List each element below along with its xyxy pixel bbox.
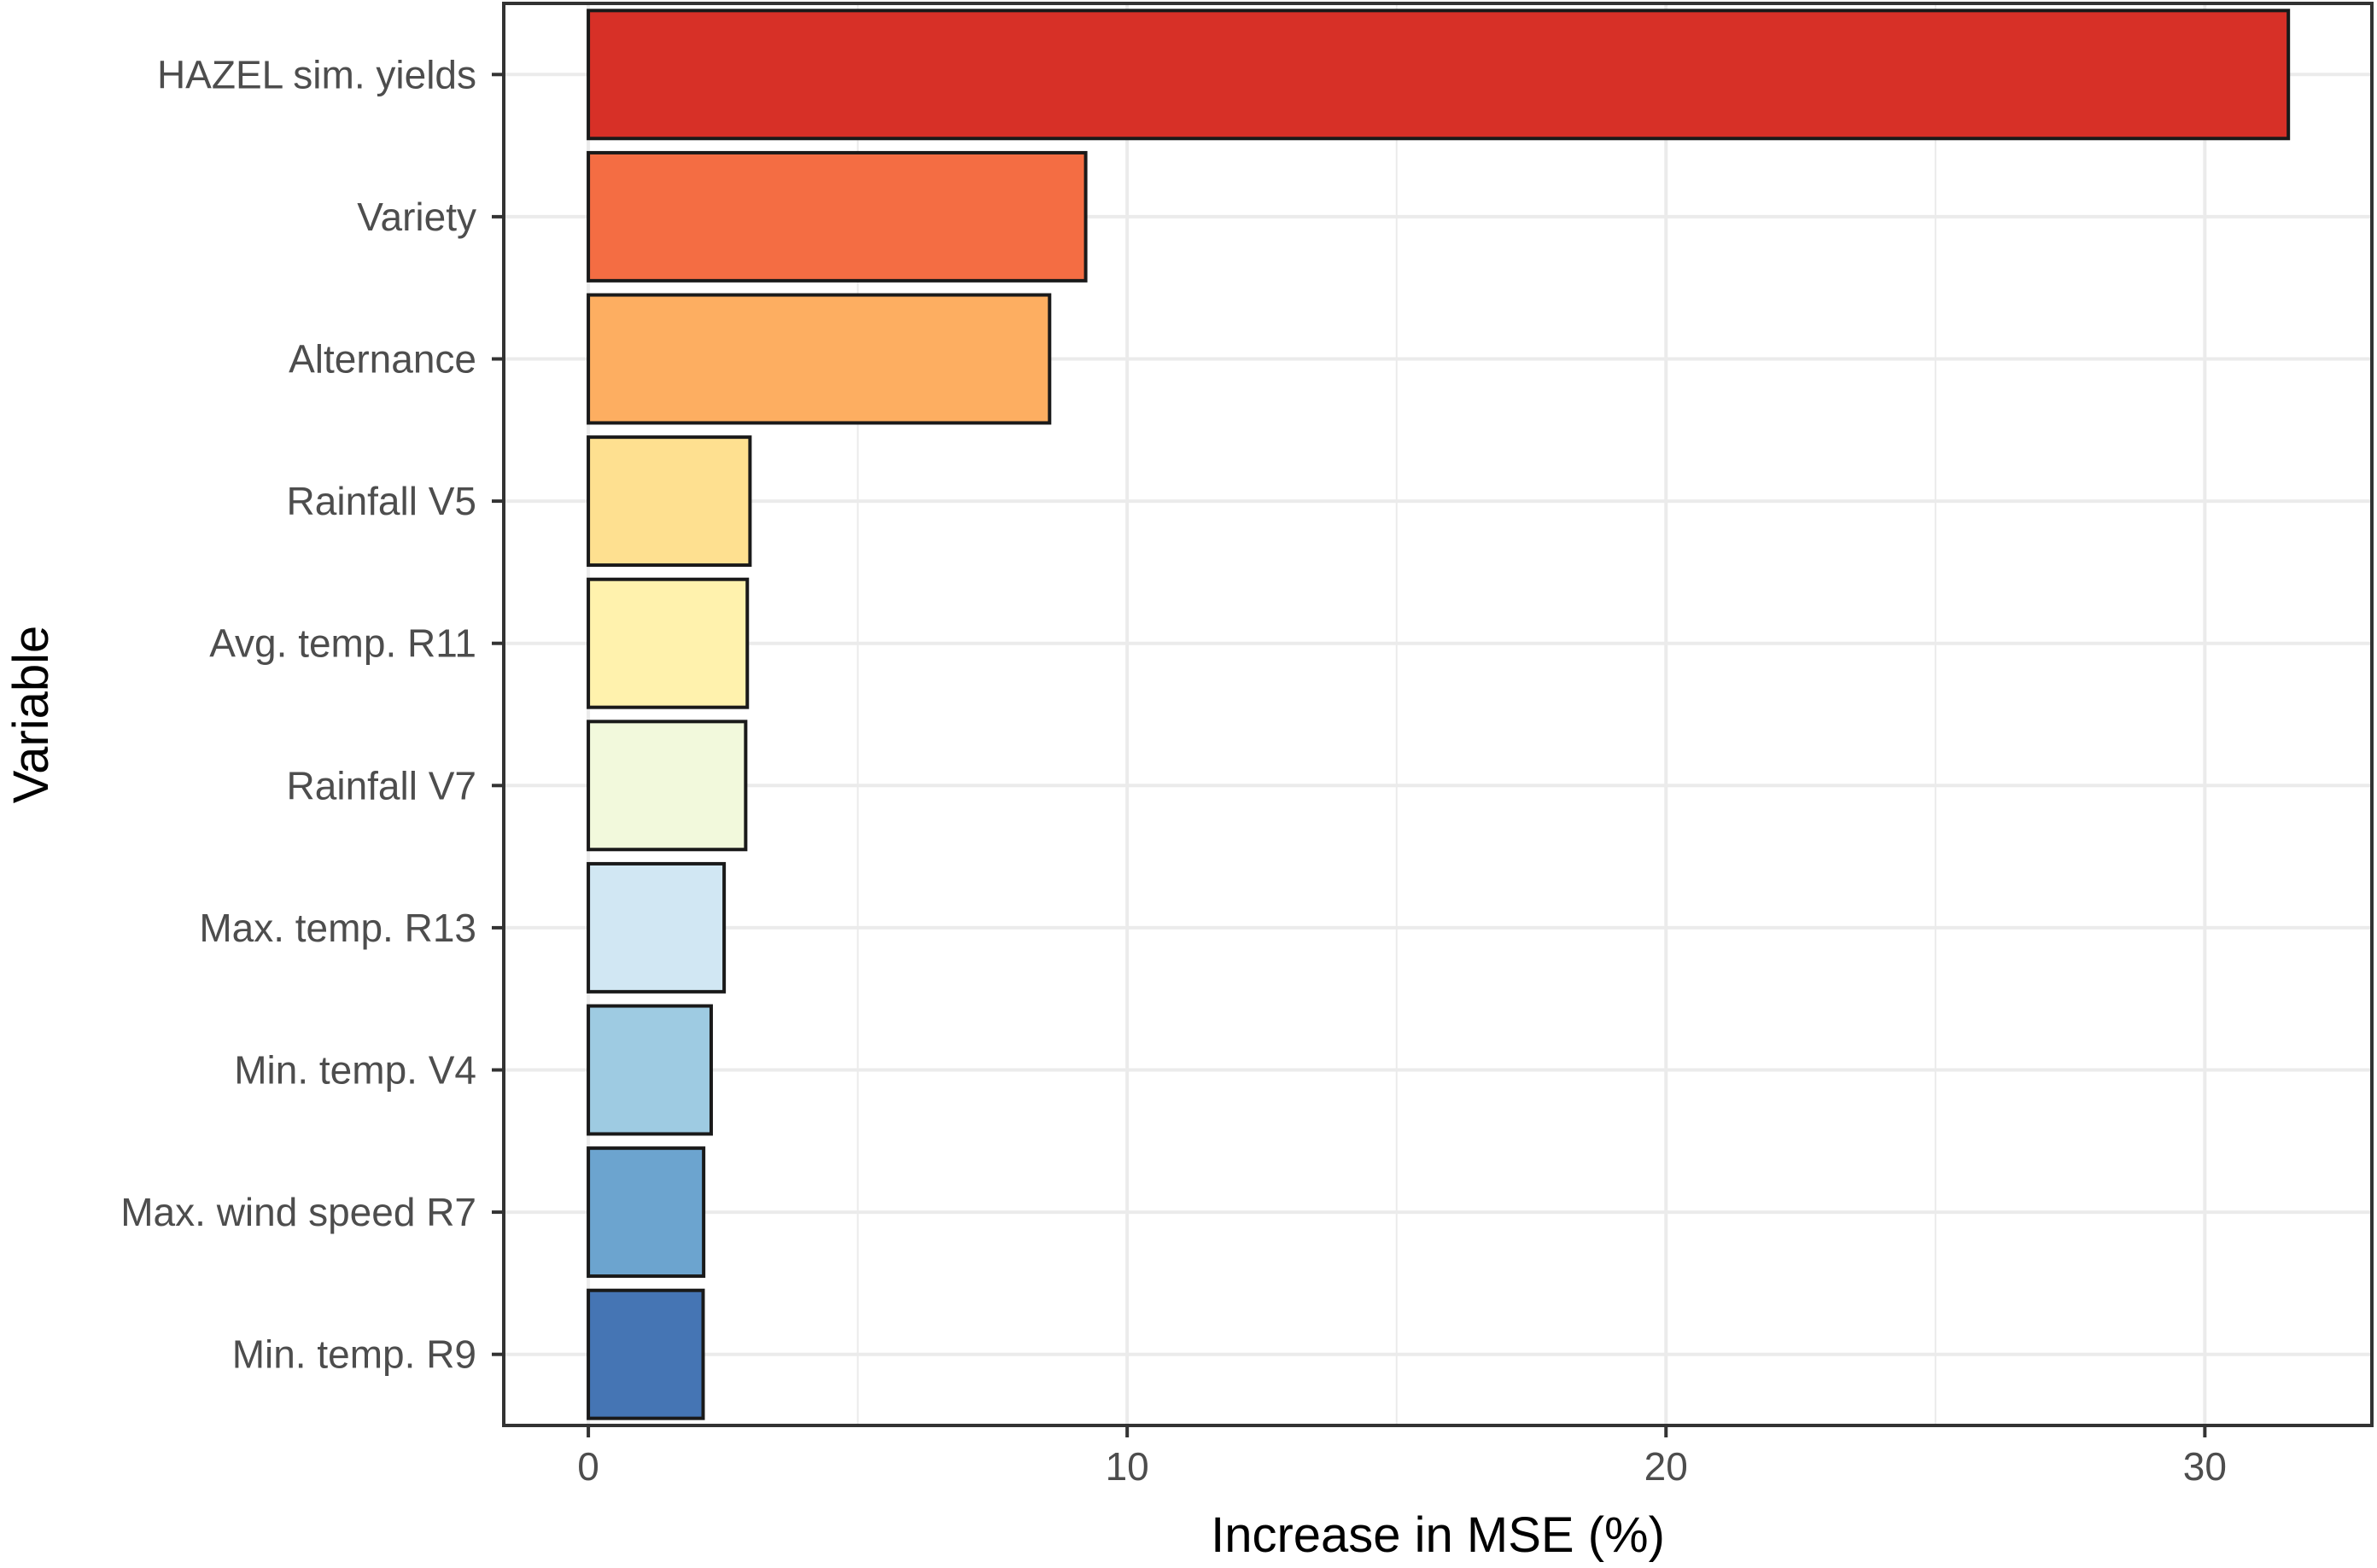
bars — [587, 9, 2291, 1420]
x-tick-label: 10 — [1106, 1444, 1149, 1489]
bar — [587, 1004, 713, 1136]
bar — [587, 293, 1052, 425]
bar — [587, 150, 1088, 283]
y-tick-label: Max. temp. R13 — [199, 906, 476, 950]
bar — [587, 9, 2291, 141]
bar — [587, 577, 750, 709]
bar — [587, 720, 748, 852]
x-tick-label: 0 — [577, 1444, 599, 1489]
bar — [587, 1146, 706, 1279]
bar — [587, 861, 727, 994]
y-tick-label: Max. wind speed R7 — [120, 1190, 476, 1234]
y-tick-label: Rainfall V5 — [287, 479, 476, 523]
y-tick-label: Avg. temp. R11 — [209, 621, 476, 666]
y-tick-label: Variety — [357, 195, 476, 239]
y-tick-label: Min. temp. V4 — [234, 1048, 476, 1093]
y-tick-label: Min. temp. R9 — [232, 1332, 476, 1377]
axes: HAZEL sim. yields Variety Alternance Rainfa… — [120, 52, 2227, 1489]
x-tick-label: 20 — [1644, 1444, 1688, 1489]
plot-panel-border — [502, 2, 2374, 1427]
y-axis-title: Variable — [3, 626, 59, 804]
bar — [587, 1288, 705, 1420]
y-tick-label: HAZEL sim. yields — [157, 52, 476, 96]
x-tick-label: 30 — [2183, 1444, 2227, 1489]
y-tick-label: Rainfall V7 — [287, 763, 476, 807]
x-axis-title: Increase in MSE (%) — [1211, 1507, 1665, 1563]
bar — [587, 435, 752, 568]
y-tick-label: Alternance — [289, 337, 476, 382]
